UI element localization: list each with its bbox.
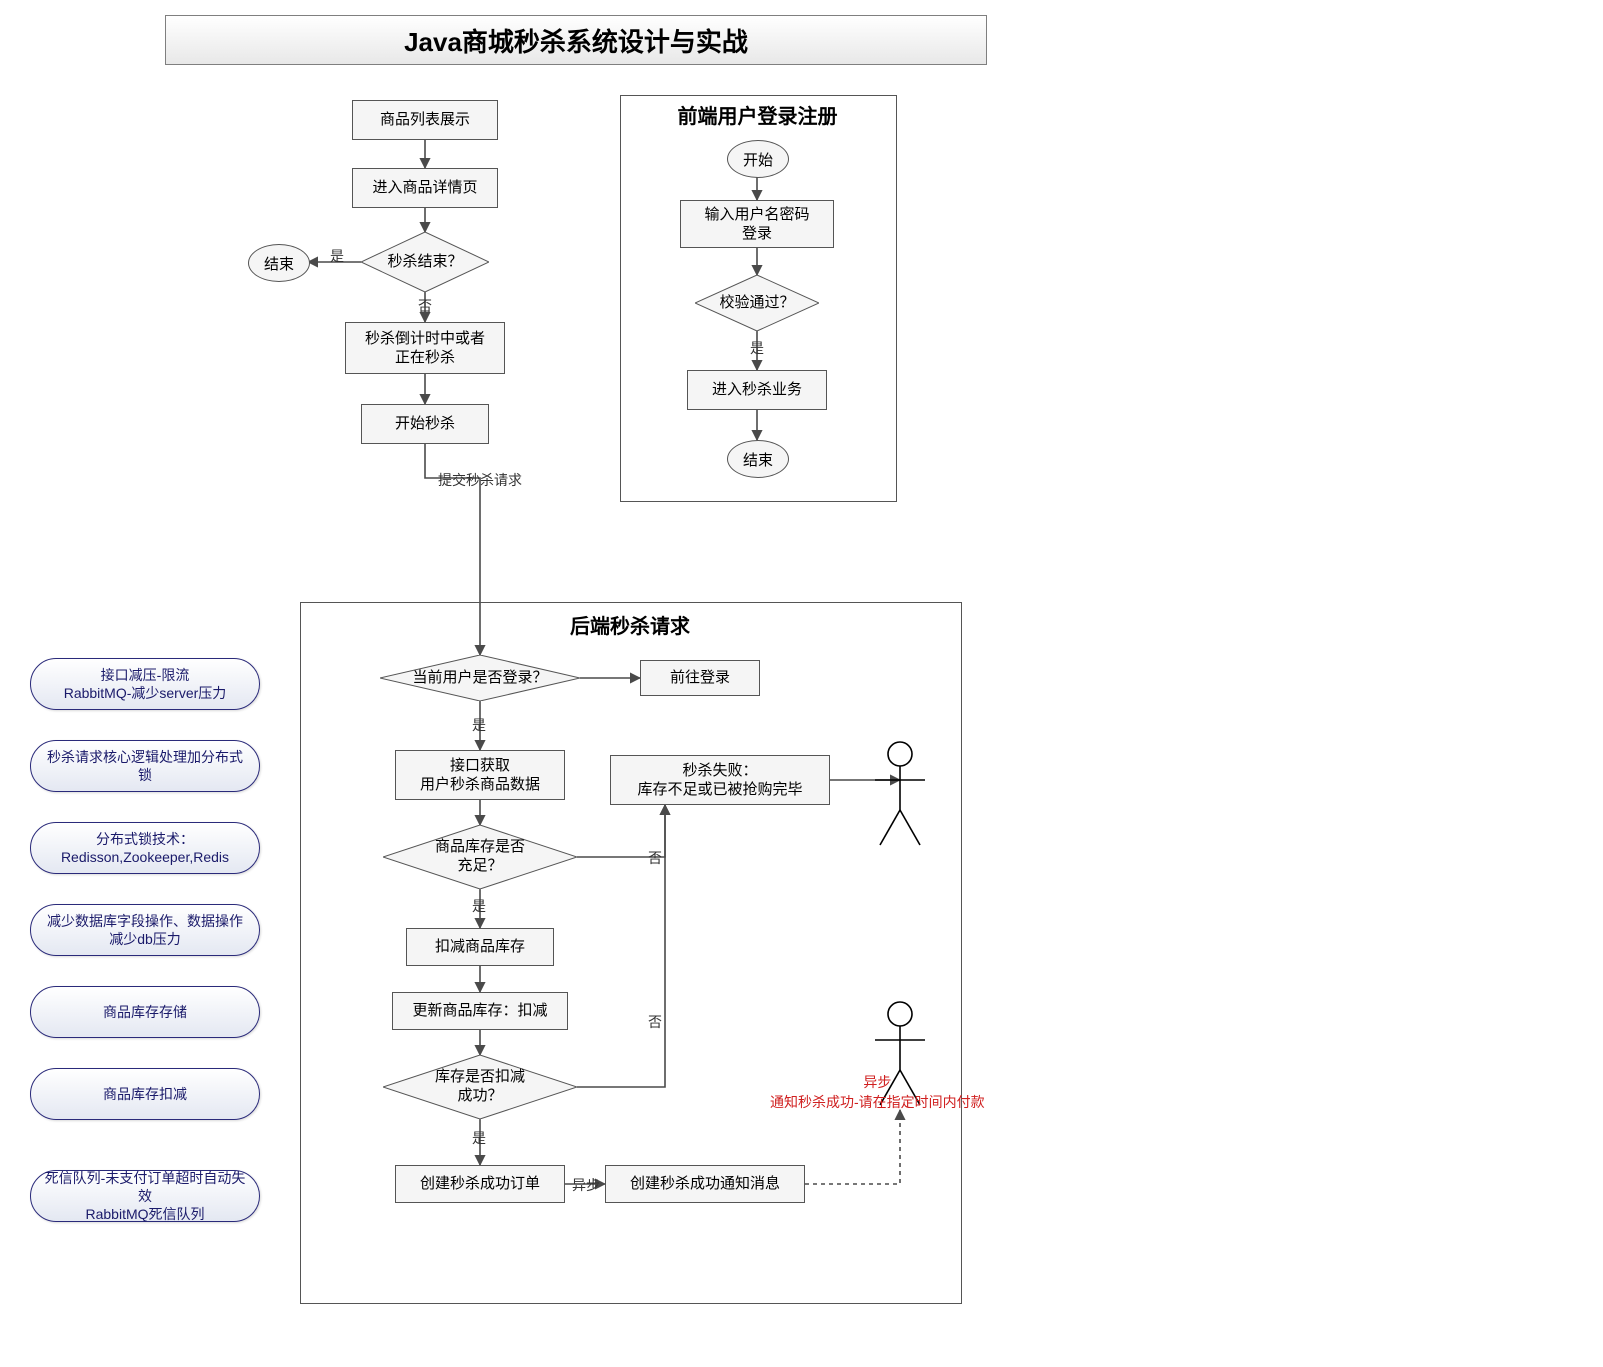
node-b_stockQ: 商品库存是否充足？ <box>383 825 577 889</box>
login-group-title: 前端用户登录注册 <box>620 100 895 129</box>
edge-label-b_yes2: 是 <box>472 896 486 916</box>
node-b_update: 更新商品库存：扣减 <box>392 992 568 1030</box>
edge-label-no1: 否 <box>418 296 432 316</box>
node-b_okQ-label: 库存是否扣减成功？ <box>383 1055 577 1119</box>
tech-pill-p1: 接口减压-限流RabbitMQ-减少server压力 <box>30 658 260 710</box>
node-b_fetch: 接口获取用户秒杀商品数据 <box>395 750 565 800</box>
node-b_msg: 创建秒杀成功通知消息 <box>605 1165 805 1203</box>
node-b_okQ: 库存是否扣减成功？ <box>383 1055 577 1119</box>
node-n_end1: 结束 <box>248 244 310 282</box>
page-title: Java商城秒杀系统设计与实战 <box>165 15 987 65</box>
tech-pill-p7: 死信队列-未支付订单超时自动失效RabbitMQ死信队列 <box>30 1170 260 1222</box>
node-n_count: 秒杀倒计时中或者正在秒杀 <box>345 322 505 374</box>
node-b_order: 创建秒杀成功订单 <box>395 1165 565 1203</box>
edge-label-b_no3: 否 <box>648 1012 662 1032</box>
node-l_enter: 进入秒杀业务 <box>687 370 827 410</box>
edge-label-l_yes: 是 <box>750 338 764 358</box>
node-b_login-label: 当前用户是否登录？ <box>380 655 580 701</box>
tech-pill-p6: 商品库存扣减 <box>30 1068 260 1120</box>
node-n_detail: 进入商品详情页 <box>352 168 498 208</box>
node-b_fail: 秒杀失败：库存不足或已被抢购完毕 <box>610 755 830 805</box>
node-n_over: 秒杀结束？ <box>361 232 489 292</box>
node-b_goLogin: 前往登录 <box>640 660 760 696</box>
edge-label-async2: 异步通知秒杀成功-请在指定时间内付款 <box>770 1072 985 1112</box>
edge-label-yes1: 是 <box>330 246 344 266</box>
node-b_login: 当前用户是否登录？ <box>380 655 580 701</box>
node-b_deduct: 扣减商品库存 <box>406 928 554 966</box>
tech-pill-p2: 秒杀请求核心逻辑处理加分布式锁 <box>30 740 260 792</box>
node-l_end: 结束 <box>727 440 789 478</box>
tech-pill-p4: 减少数据库字段操作、数据操作减少db压力 <box>30 904 260 956</box>
node-n_over-label: 秒杀结束？ <box>361 232 489 292</box>
edge-label-b_yes1: 是 <box>472 715 486 735</box>
edge-label-async1: 异步 <box>572 1175 600 1195</box>
node-l_start: 开始 <box>727 140 789 178</box>
edge-label-submit: 提交秒杀请求 <box>438 470 522 490</box>
tech-pill-p5: 商品库存存储 <box>30 986 260 1038</box>
edge-label-b_no2: 否 <box>648 848 662 868</box>
tech-pill-p3: 分布式锁技术：Redisson,Zookeeper,Redis <box>30 822 260 874</box>
node-l_input: 输入用户名密码登录 <box>680 200 834 248</box>
node-l_check: 校验通过？ <box>695 275 819 331</box>
edge-label-b_yes3: 是 <box>472 1128 486 1148</box>
node-b_stockQ-label: 商品库存是否充足？ <box>383 825 577 889</box>
node-n_start: 开始秒杀 <box>361 404 489 444</box>
node-n_list: 商品列表展示 <box>352 100 498 140</box>
node-l_check-label: 校验通过？ <box>695 275 819 331</box>
page-title-text: Java商城秒杀系统设计与实战 <box>404 22 748 59</box>
backend-group-title: 后端秒杀请求 <box>300 610 960 639</box>
